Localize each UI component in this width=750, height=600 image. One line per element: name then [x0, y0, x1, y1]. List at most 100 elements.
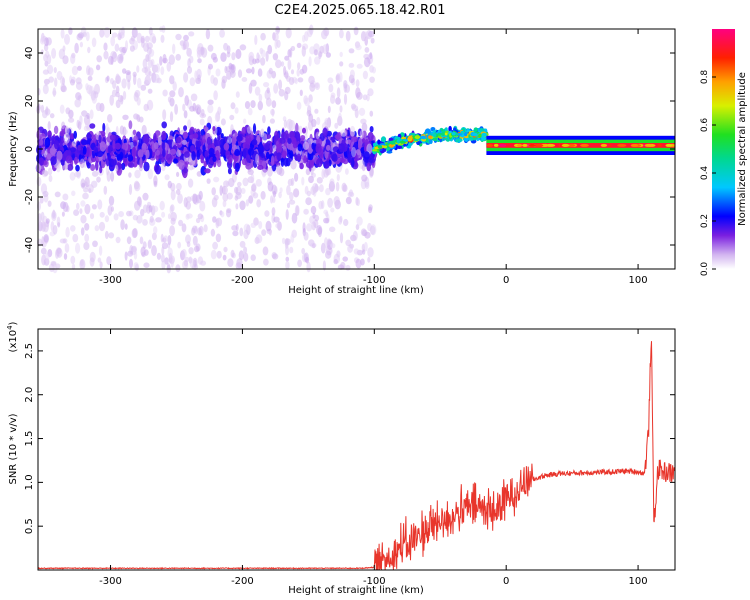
spectrogram-mark	[36, 129, 41, 140]
spectrogram-mark	[91, 170, 99, 177]
spectrogram-mark	[288, 199, 296, 205]
spectrogram-mark	[430, 127, 436, 132]
spectrogram-mark	[127, 250, 134, 257]
spectrogram-mark	[258, 93, 263, 102]
spectrogram-mark	[325, 187, 331, 196]
spectrogram-mark	[258, 68, 263, 76]
spectrogram-mark	[91, 204, 97, 210]
snr-x-ticks: -300 -200 -100 0 100	[99, 329, 648, 587]
spectrogram-mark	[303, 155, 307, 164]
spectrogram-mark	[143, 135, 149, 144]
spectrogram-mark	[276, 152, 282, 161]
spectrogram-mark	[83, 241, 90, 251]
spectrogram-mark	[44, 137, 51, 148]
spectrogram-mark	[190, 145, 195, 152]
spectrogram-mark	[420, 135, 426, 140]
spectrogram-mark	[247, 147, 255, 156]
spectrogram-mark	[219, 29, 226, 38]
spectrogram-mark	[342, 184, 348, 192]
spectrogram-mark	[377, 145, 383, 149]
spectrogram-mark	[76, 202, 80, 210]
spectrogram-mark	[355, 224, 360, 230]
spectrogram-mark	[352, 230, 358, 241]
spectrogram-mark	[309, 82, 316, 92]
spectrogram-mark	[86, 133, 92, 139]
spectrogram-mark	[264, 142, 270, 151]
spectrogram-mark	[280, 61, 285, 67]
spectrogram-mark	[617, 143, 627, 147]
spectrogram-mark	[261, 168, 268, 176]
spectrogram-mark	[309, 158, 315, 168]
spectrogram-mark	[220, 52, 227, 62]
spectrogram-mark	[339, 51, 343, 58]
spectrogram-mark	[348, 62, 355, 68]
spectrogram-mark	[111, 89, 117, 98]
spectrogram-mark	[200, 157, 205, 164]
spectrogram-mark	[339, 105, 343, 113]
spectrogram-mark	[73, 209, 80, 216]
spectrogram-mark	[184, 95, 189, 106]
spectrogram-mark	[142, 219, 148, 226]
spectrogram-mark	[326, 130, 333, 137]
spectrogram-mark	[369, 126, 374, 133]
spectrogram-mark	[323, 209, 329, 215]
spectrogram-mark	[335, 181, 340, 192]
spectrogram-mark	[203, 224, 208, 233]
spectrogram-mark	[329, 226, 336, 233]
spectrogram-mark	[305, 168, 311, 176]
spectrogram-mark	[299, 162, 304, 170]
spectrogram-mark	[345, 30, 351, 42]
spectrogram-mark	[322, 44, 329, 55]
spectrogram-mark	[183, 72, 189, 83]
spectrogram-mark	[367, 256, 371, 263]
spectrogram-mark	[129, 136, 133, 143]
spectrogram-mark	[362, 31, 370, 40]
spectrogram-mark	[71, 140, 77, 147]
spectrogram-mark	[54, 139, 59, 150]
spectrogram-mark	[122, 68, 127, 74]
spectrogram-mark	[153, 142, 159, 150]
spectrogram-mark	[176, 182, 182, 191]
spectrogram-mark	[182, 103, 186, 112]
spectrogram-mark	[161, 121, 167, 129]
spectrogram-mark	[108, 232, 115, 239]
spectrogram-mark	[43, 170, 49, 177]
spectrogram-mark	[187, 119, 192, 129]
spectrogram-mark	[361, 174, 368, 182]
x-tick-label: 100	[629, 576, 648, 587]
spectrogram-mark	[367, 247, 374, 258]
spectrogram-mark	[311, 142, 316, 150]
spectrogram-mark	[177, 193, 183, 204]
spectrogram-mark	[61, 211, 65, 217]
spectrogram-mark	[162, 109, 167, 121]
spectrogram-mark	[95, 102, 102, 112]
spectrogram-mark	[481, 132, 487, 137]
spectrogram-mark	[142, 58, 148, 69]
spectrogram-mark	[306, 223, 313, 232]
spectrogram-mark	[360, 118, 367, 125]
spectrogram-mark	[347, 244, 353, 253]
spectrogram-mark	[181, 248, 187, 259]
spectrogram-mark	[305, 256, 310, 264]
spectrogram-mark	[429, 138, 433, 145]
spectrogram-mark	[279, 137, 286, 144]
spectrogram-mark	[186, 196, 192, 203]
spectrogram-mark	[86, 161, 91, 169]
spectrogram-mark	[303, 208, 309, 215]
figure-title: C2E4.2025.065.18.42.R01	[274, 3, 445, 18]
colorbar-label: Normalized spectral amplitude	[737, 72, 748, 226]
spectrogram-mark	[361, 122, 368, 133]
spectrogram-mark	[166, 61, 172, 72]
spectrogram-mark	[213, 194, 219, 201]
spectrogram-mark	[213, 90, 218, 101]
spectrogram-mark	[283, 157, 289, 167]
spectrogram-mark	[70, 147, 76, 153]
spectrogram-mark	[262, 246, 269, 256]
spectrogram-mark	[170, 189, 176, 201]
spectrogram-mark	[486, 143, 494, 147]
spectrogram-mark	[386, 150, 393, 154]
spectrogram-mark	[54, 191, 61, 198]
spectrogram-mark	[338, 112, 342, 124]
spectrogram-mark	[372, 149, 378, 152]
spectrogram-mark	[276, 164, 281, 173]
